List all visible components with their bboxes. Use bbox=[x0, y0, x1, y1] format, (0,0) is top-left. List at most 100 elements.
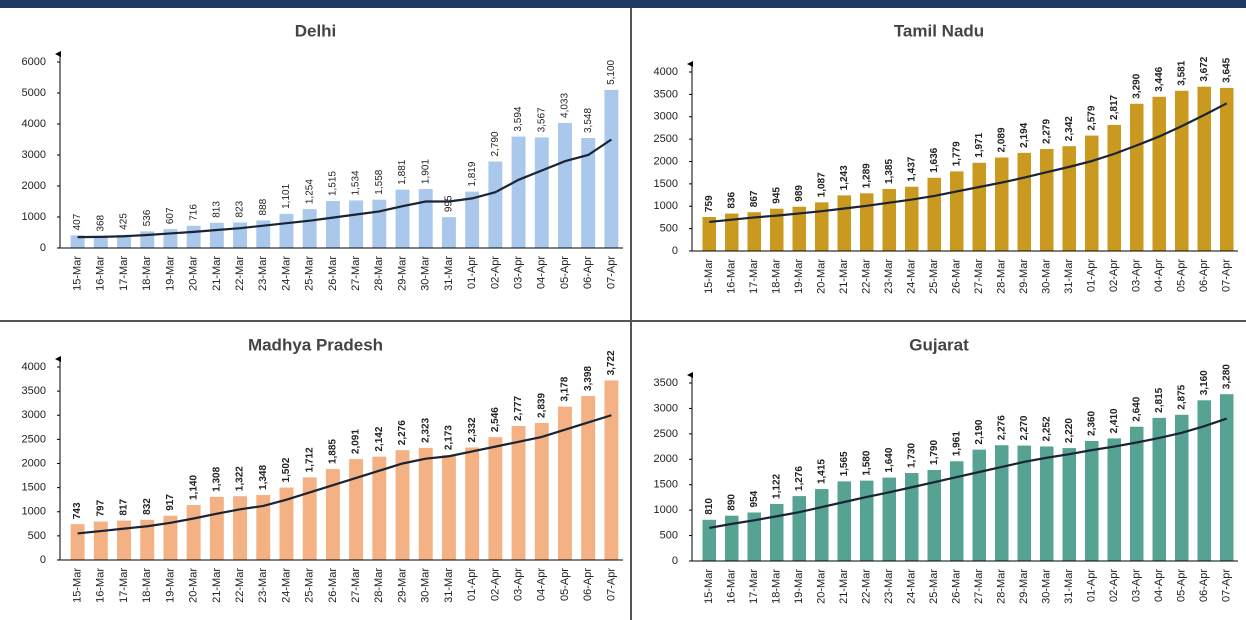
x-tick-label: 31-Mar bbox=[1063, 569, 1075, 604]
x-tick-label: 27-Mar bbox=[973, 569, 985, 604]
chart-title: Madhya Pradesh bbox=[248, 335, 383, 354]
x-tick-label: 19-Mar bbox=[793, 259, 805, 294]
value-label: 836 bbox=[726, 191, 737, 208]
x-tick-label: 28-Mar bbox=[996, 259, 1008, 294]
value-label: 2,173 bbox=[444, 425, 455, 450]
x-tick-label: 05-Apr bbox=[559, 256, 571, 289]
bar bbox=[70, 235, 85, 248]
value-label: 1,254 bbox=[304, 179, 315, 204]
value-label: 813 bbox=[211, 201, 222, 218]
value-label: 1,790 bbox=[929, 440, 940, 465]
value-label: 1,730 bbox=[906, 443, 917, 468]
top-band bbox=[0, 0, 1246, 8]
bar bbox=[1107, 124, 1121, 251]
x-tick-label: 06-Apr bbox=[1198, 259, 1210, 292]
y-tick-label: 5000 bbox=[22, 87, 46, 99]
x-tick-label: 05-Apr bbox=[559, 568, 571, 601]
value-label: 759 bbox=[704, 195, 715, 212]
chart-title: Tamil Nadu bbox=[894, 21, 984, 40]
x-tick-label: 21-Mar bbox=[211, 568, 223, 603]
y-tick-label: 1000 bbox=[654, 504, 678, 516]
bar bbox=[209, 496, 224, 560]
x-tick-label: 15-Mar bbox=[72, 568, 84, 603]
x-tick-label: 18-Mar bbox=[141, 568, 153, 603]
y-tick-label: 6000 bbox=[22, 56, 46, 68]
x-tick-label: 15-Mar bbox=[703, 259, 715, 294]
value-label: 1,901 bbox=[420, 159, 431, 184]
x-tick-label: 05-Apr bbox=[1176, 569, 1188, 602]
value-label: 2,332 bbox=[467, 417, 478, 442]
y-tick-label: 3500 bbox=[22, 385, 46, 397]
value-label: 4,033 bbox=[560, 93, 571, 118]
value-label: 1,243 bbox=[839, 165, 850, 190]
bar bbox=[302, 477, 317, 560]
bar bbox=[1017, 445, 1031, 561]
bar bbox=[815, 202, 829, 251]
bar bbox=[140, 519, 155, 560]
bar bbox=[1152, 417, 1166, 561]
bar bbox=[815, 489, 829, 561]
bar bbox=[792, 206, 806, 251]
value-label: 2,546 bbox=[490, 407, 501, 432]
bar bbox=[302, 209, 317, 248]
bar bbox=[395, 450, 410, 560]
value-label: 832 bbox=[142, 498, 153, 515]
x-tick-label: 29-Mar bbox=[1018, 569, 1030, 604]
y-tick-label: 0 bbox=[672, 245, 678, 257]
bar bbox=[465, 191, 480, 248]
bar bbox=[1085, 135, 1099, 251]
bar bbox=[927, 469, 941, 561]
x-tick-label: 22-Mar bbox=[234, 568, 246, 603]
value-label: 1,580 bbox=[861, 450, 872, 475]
x-tick-label: 16-Mar bbox=[95, 256, 107, 291]
x-tick-label: 23-Mar bbox=[883, 259, 895, 294]
value-label: 823 bbox=[235, 200, 246, 217]
x-tick-label: 25-Mar bbox=[928, 259, 940, 294]
bar bbox=[93, 521, 108, 560]
trend-line bbox=[77, 414, 612, 535]
bar bbox=[950, 461, 964, 561]
value-label: 2,790 bbox=[490, 131, 501, 156]
value-label: 1,565 bbox=[839, 451, 850, 476]
x-tick-label: 01-Apr bbox=[466, 256, 478, 289]
bar bbox=[860, 480, 874, 561]
x-tick-label: 15-Mar bbox=[703, 569, 715, 604]
bar bbox=[1085, 440, 1099, 561]
x-tick-label: 20-Mar bbox=[816, 569, 828, 604]
value-label: 3,548 bbox=[583, 108, 594, 133]
bar bbox=[1197, 86, 1211, 251]
bar bbox=[1107, 438, 1121, 561]
x-tick-label: 04-Apr bbox=[1153, 569, 1165, 602]
bar bbox=[1017, 152, 1031, 251]
value-label: 3,567 bbox=[536, 107, 547, 132]
bar bbox=[418, 189, 433, 248]
bar bbox=[325, 201, 340, 248]
bar bbox=[395, 189, 410, 248]
bar bbox=[702, 217, 716, 251]
x-tick-label: 20-Mar bbox=[816, 259, 828, 294]
x-tick-label: 20-Mar bbox=[188, 256, 200, 291]
bar bbox=[770, 208, 784, 251]
value-label: 743 bbox=[72, 502, 83, 519]
value-label: 917 bbox=[165, 494, 176, 511]
value-label: 2,091 bbox=[351, 429, 362, 454]
x-tick-label: 23-Mar bbox=[883, 569, 895, 604]
y-tick-label: 2000 bbox=[22, 457, 46, 469]
x-tick-label: 07-Apr bbox=[1221, 569, 1233, 602]
value-label: 1,308 bbox=[211, 466, 222, 491]
bar bbox=[534, 423, 549, 560]
value-label: 3,398 bbox=[583, 366, 594, 391]
bar bbox=[186, 225, 201, 248]
value-label: 1,437 bbox=[906, 156, 917, 181]
bar bbox=[534, 137, 549, 248]
x-tick-label: 25-Mar bbox=[304, 568, 316, 603]
value-label: 368 bbox=[95, 214, 106, 231]
value-label: 1,101 bbox=[281, 183, 292, 208]
x-tick-label: 31-Mar bbox=[1063, 259, 1075, 294]
x-tick-label: 17-Mar bbox=[748, 259, 760, 294]
bar bbox=[1130, 426, 1144, 561]
value-label: 945 bbox=[771, 187, 782, 204]
bar bbox=[256, 494, 271, 560]
x-tick-label: 26-Mar bbox=[951, 569, 963, 604]
